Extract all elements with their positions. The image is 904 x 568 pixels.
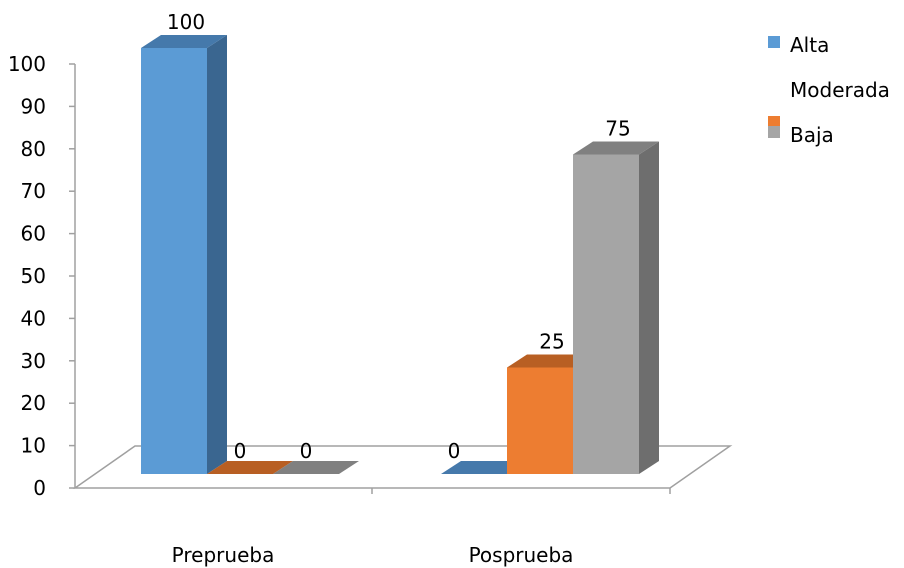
- legend-label-baja: Baja: [790, 123, 834, 147]
- y-tick-label: 0: [33, 476, 46, 500]
- bar-moderada-posprueba-top: [507, 354, 593, 368]
- bar-baja-posprueba-front: [573, 154, 639, 474]
- bar-baja-preprueba-top: [273, 461, 359, 474]
- y-tick-label: 40: [21, 306, 46, 330]
- bar-baja-posprueba-side: [639, 141, 659, 474]
- legend-label-alta: Alta: [790, 33, 829, 57]
- data-label-alta-preprueba: 100: [167, 10, 205, 34]
- bar-moderada-preprueba: [207, 461, 293, 474]
- bar-alta-preprueba-side: [207, 35, 227, 474]
- bar-moderada-posprueba-front: [507, 367, 573, 474]
- data-label-baja-posprueba: 75: [605, 117, 630, 141]
- y-tick-label: 10: [21, 434, 46, 458]
- category-axis: Preprueba Posprueba: [172, 543, 574, 567]
- y-tick-label: 60: [21, 222, 46, 246]
- legend-swatch-moderada: [768, 116, 780, 126]
- y-tick-label: 50: [21, 264, 46, 288]
- y-axis: 0 10 20 30 40 50 60 70 80 90 100: [8, 52, 75, 500]
- legend: Alta Moderada Baja: [768, 33, 890, 147]
- legend-label-moderada: Moderada: [790, 78, 890, 102]
- data-labels: 100 0 0 0 25 75: [167, 10, 631, 463]
- legend-swatch-alta: [768, 36, 780, 48]
- bar-alta-preprueba-top: [141, 35, 227, 48]
- y-tick-label: 30: [21, 349, 46, 373]
- category-label-preprueba: Preprueba: [172, 543, 275, 567]
- y-tick-label: 70: [21, 179, 46, 203]
- data-label-baja-preprueba: 0: [300, 439, 313, 463]
- y-tick-label: 100: [8, 52, 46, 76]
- category-label-posprueba: Posprueba: [469, 543, 574, 567]
- y-tick-label: 20: [21, 391, 46, 415]
- data-label-alta-posprueba: 0: [448, 439, 461, 463]
- bar-alta-preprueba-front: [141, 48, 207, 474]
- bar-baja-preprueba: [273, 461, 359, 474]
- y-tick-label: 80: [21, 137, 46, 161]
- bar-baja-posprueba: [573, 141, 659, 474]
- bar-alta-posprueba: [441, 461, 527, 474]
- data-label-moderada-posprueba: 25: [539, 330, 564, 354]
- bar-baja-posprueba-top: [573, 141, 659, 155]
- bar-moderada-preprueba-top: [207, 461, 293, 474]
- bars: [141, 35, 659, 474]
- bar-alta-preprueba: [141, 35, 227, 474]
- bar-alta-posprueba-top: [441, 461, 527, 474]
- legend-swatch-baja: [768, 126, 780, 138]
- data-label-moderada-preprueba: 0: [234, 439, 247, 463]
- y-tick-label: 90: [21, 94, 46, 118]
